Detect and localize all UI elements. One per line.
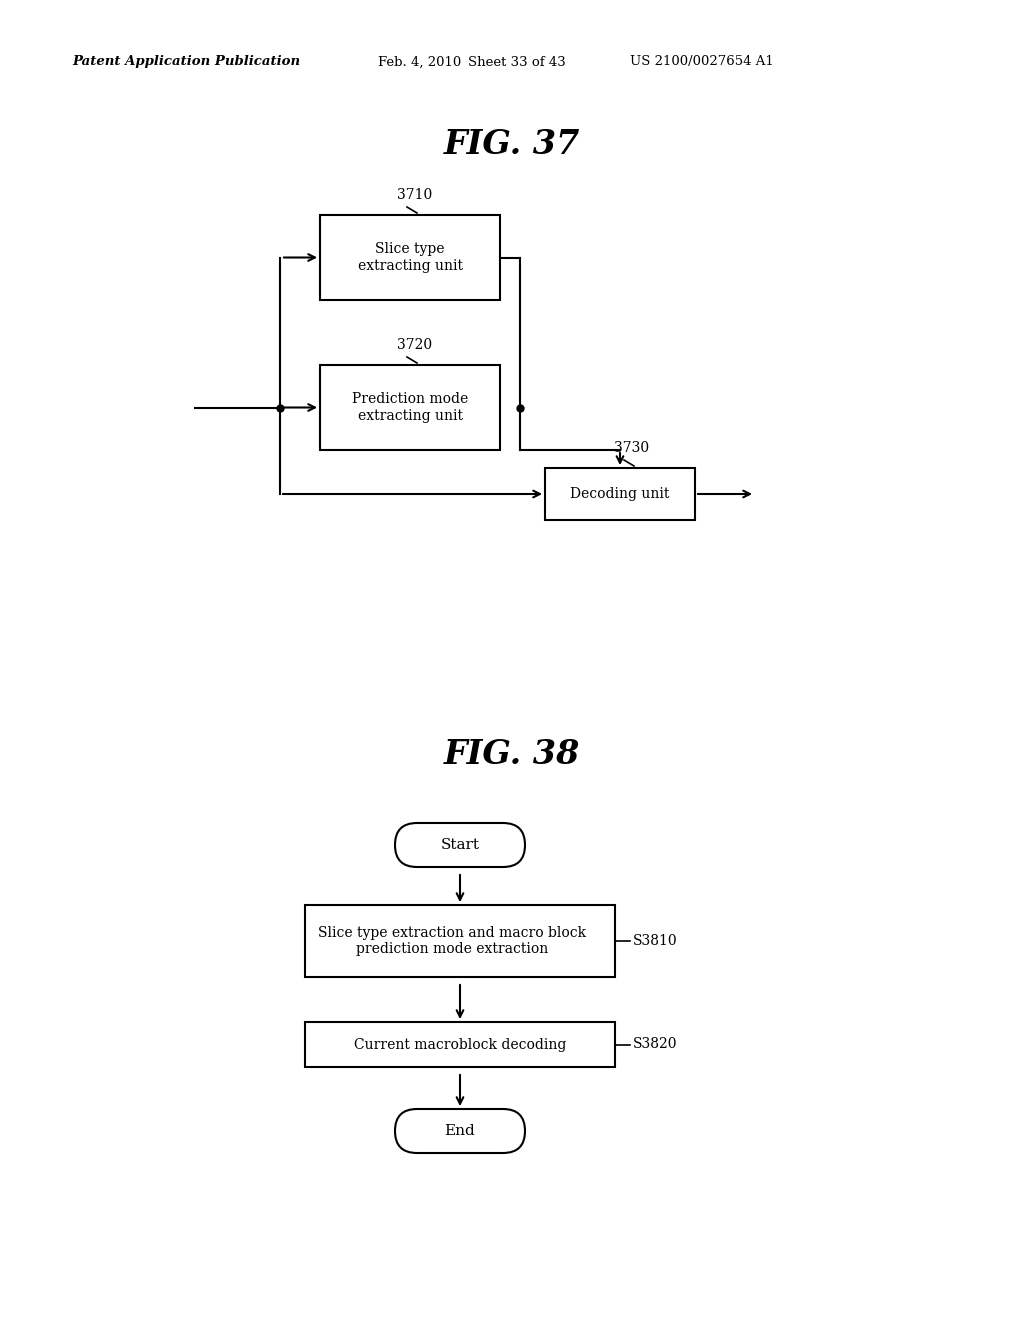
Text: S3820: S3820 — [633, 1038, 678, 1052]
FancyBboxPatch shape — [395, 1109, 525, 1152]
Text: Feb. 4, 2010: Feb. 4, 2010 — [378, 55, 461, 69]
Bar — [319, 215, 500, 300]
Text: US 2100/0027654 A1: US 2100/0027654 A1 — [630, 55, 774, 69]
Text: Decoding unit: Decoding unit — [570, 487, 670, 502]
Text: FIG. 38: FIG. 38 — [443, 738, 581, 771]
Text: FIG. 37: FIG. 37 — [443, 128, 581, 161]
Text: End: End — [444, 1125, 475, 1138]
Bar — [545, 469, 695, 520]
Text: Sheet 33 of 43: Sheet 33 of 43 — [468, 55, 565, 69]
Text: Current macroblock decoding: Current macroblock decoding — [354, 1038, 566, 1052]
Text: Patent Application Publication: Patent Application Publication — [72, 55, 300, 69]
Text: S3810: S3810 — [633, 935, 678, 948]
Bar — [305, 1022, 615, 1067]
Bar — [319, 366, 500, 450]
Text: Prediction mode
extracting unit: Prediction mode extracting unit — [352, 392, 468, 422]
Text: Start: Start — [440, 838, 479, 851]
FancyBboxPatch shape — [395, 822, 525, 867]
Bar — [305, 906, 615, 977]
Text: Slice type extraction and macro block
prediction mode extraction: Slice type extraction and macro block pr… — [317, 925, 586, 956]
Text: 3730: 3730 — [614, 441, 649, 455]
Text: 3710: 3710 — [397, 187, 432, 202]
Text: Slice type
extracting unit: Slice type extracting unit — [357, 243, 463, 273]
Text: 3720: 3720 — [397, 338, 432, 352]
